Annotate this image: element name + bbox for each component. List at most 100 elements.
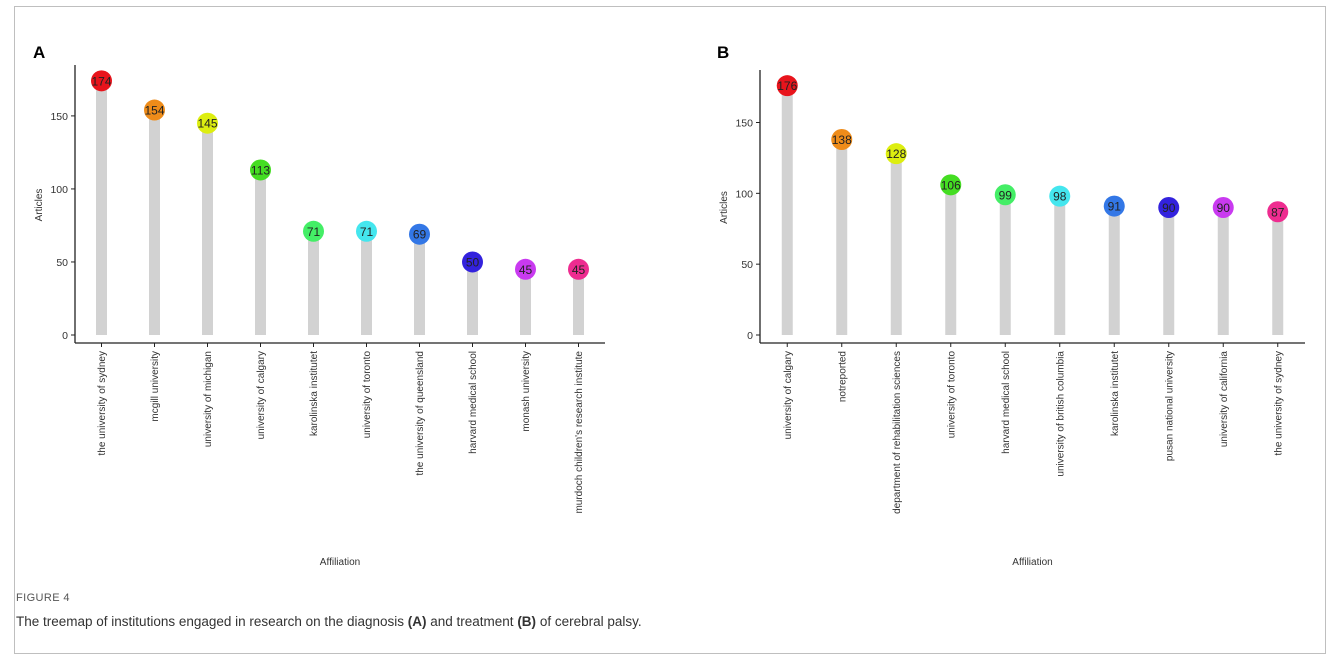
- caption-text-2: and treatment: [426, 614, 518, 629]
- lollipop-stem: [1217, 207, 1229, 335]
- data-label: 45: [572, 263, 586, 277]
- data-label: 138: [832, 133, 852, 147]
- data-label: 154: [144, 104, 164, 118]
- y-axis-label: Articles: [719, 191, 730, 224]
- lollipop-stem: [202, 123, 213, 336]
- lollipop-point: [303, 220, 324, 242]
- lollipop-stem: [520, 269, 531, 335]
- y-axis-label: Articles: [34, 189, 45, 222]
- x-tick-label: university of toronto: [946, 351, 957, 439]
- lollipop-stem: [149, 110, 160, 335]
- data-label: 176: [777, 79, 797, 93]
- y-tick-label: 0: [747, 330, 753, 342]
- lollipop-point: [994, 184, 1016, 206]
- x-tick-label: the university of sydney: [1273, 351, 1284, 456]
- x-tick-label: university of calgary: [256, 351, 267, 439]
- chart-panel-b: 0 50 100 150 Articles 176 university of calgar…: [719, 70, 1305, 568]
- x-tick-label: pusan national university: [1164, 351, 1175, 461]
- x-axis-label: Affiliation: [320, 557, 360, 568]
- lollipop-point: [144, 99, 165, 121]
- lollipop-point: [515, 258, 536, 280]
- caption-ref-a: (A): [407, 614, 427, 629]
- data-label: 113: [251, 163, 270, 177]
- x-tick-label: university of michigan: [203, 351, 214, 447]
- caption-text-1: The treemap of institutions engaged in r…: [16, 614, 408, 629]
- x-tick-label: department of rehabilitation sciences: [892, 351, 903, 514]
- x-tick-label: mcgill university: [150, 351, 161, 422]
- figure-caption: The treemap of institutions engaged in r…: [16, 614, 642, 629]
- lollipop-stem: [836, 139, 848, 335]
- lollipop-point: [462, 251, 483, 273]
- panel-a-letter: A: [33, 43, 46, 62]
- x-tick-label: notreported: [837, 351, 848, 402]
- data-label: 91: [1108, 200, 1122, 214]
- x-tick-label: karolinska institutet: [309, 351, 320, 436]
- lollipop-stem: [361, 231, 372, 335]
- lollipop-stem: [467, 261, 478, 335]
- y-tick-label: 150: [735, 118, 753, 130]
- x-tick-label: university of california: [1219, 351, 1230, 448]
- data-label: 128: [886, 147, 906, 161]
- lollipop-point: [568, 258, 589, 280]
- y-tick-label: 150: [50, 111, 68, 123]
- data-label: 87: [1271, 205, 1285, 219]
- panel-b-letter: B: [717, 43, 730, 62]
- lollipop-stem: [308, 231, 319, 335]
- y-tick-label: 100: [50, 184, 68, 196]
- lollipop-stem: [255, 169, 266, 335]
- x-tick-label: university of calgary: [783, 351, 794, 439]
- data-label: 90: [1217, 201, 1231, 215]
- data-label: 145: [197, 117, 217, 131]
- lollipop-point: [831, 129, 853, 150]
- lollipop-point: [1049, 185, 1071, 207]
- lollipop-stem: [945, 184, 957, 335]
- lollipop-stem: [1272, 211, 1284, 335]
- figure-label: FIGURE 4: [16, 592, 70, 604]
- data-label: 98: [1053, 190, 1067, 204]
- chart-panel-a: 0 50 100 150 Articles 174 the university of sy…: [34, 65, 605, 568]
- x-axis-label: Affiliation: [1012, 557, 1052, 568]
- data-label: 71: [360, 225, 374, 239]
- data-label: 45: [519, 263, 533, 277]
- data-label: 99: [999, 188, 1013, 202]
- x-tick-label: university of toronto: [362, 351, 373, 439]
- lollipop-stem: [781, 85, 793, 336]
- lollipop-point: [1158, 197, 1180, 218]
- x-tick-label: harvard medical school: [468, 351, 479, 454]
- figure-frame: [14, 6, 1326, 654]
- x-tick-label: murdoch children's research institute: [574, 351, 585, 514]
- lollipop-stem: [573, 269, 584, 335]
- x-tick-label: the university of queensland: [415, 351, 426, 476]
- data-label: 90: [1162, 201, 1176, 215]
- lollipop-point: [250, 159, 271, 181]
- x-tick-label: the university of sydney: [97, 351, 108, 456]
- lollipop-point: [1267, 201, 1289, 223]
- lollipop-point: [885, 143, 907, 165]
- lollipop-stem: [414, 234, 425, 335]
- caption-text-3: of cerebral palsy.: [536, 614, 642, 629]
- lollipop-stem: [1108, 206, 1120, 335]
- lollipop-point: [197, 112, 218, 134]
- x-tick-label: university of british columbia: [1055, 351, 1066, 477]
- lollipop-stem: [999, 194, 1011, 335]
- y-tick-label: 50: [741, 259, 753, 271]
- x-tick-label: harvard medical school: [1001, 351, 1012, 454]
- y-tick-label: 0: [62, 330, 68, 342]
- lollipop-point: [91, 70, 112, 92]
- lollipop-point: [1212, 197, 1234, 218]
- lollipop-point: [940, 174, 962, 196]
- x-tick-label: monash university: [521, 351, 532, 432]
- lollipop-stem: [96, 80, 107, 335]
- lollipop-point: [1103, 195, 1125, 217]
- lollipop-stem: [890, 153, 902, 335]
- lollipop-stem: [1163, 207, 1175, 335]
- data-label: 174: [91, 74, 111, 88]
- y-tick-label: 50: [56, 257, 68, 269]
- caption-ref-b: (B): [517, 614, 537, 629]
- data-label: 106: [941, 178, 961, 192]
- lollipop-point: [409, 223, 430, 245]
- data-label: 50: [466, 255, 480, 269]
- data-label: 69: [413, 228, 427, 242]
- lollipop-stem: [1054, 196, 1066, 335]
- x-tick-label: karolinska institutet: [1110, 351, 1121, 436]
